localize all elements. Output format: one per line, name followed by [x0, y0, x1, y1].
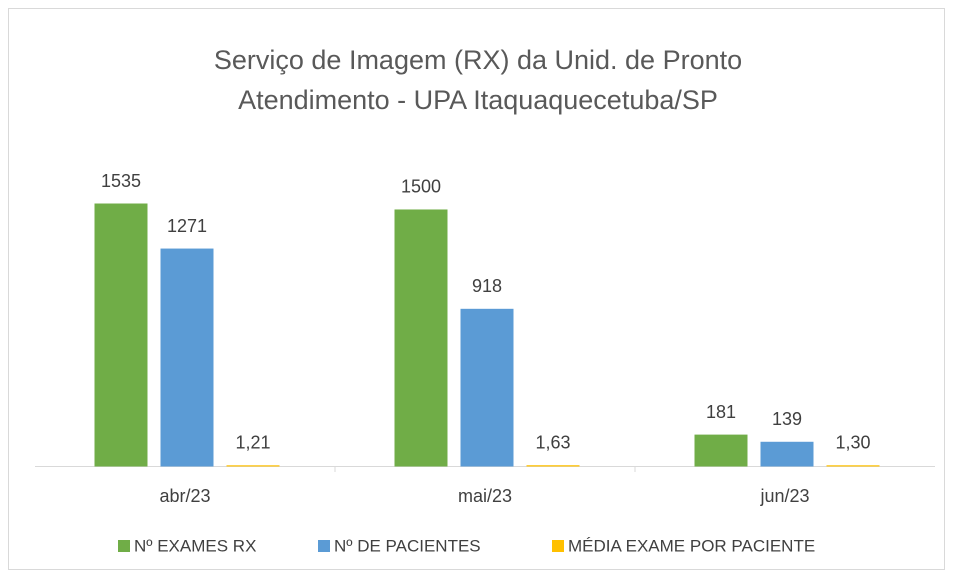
bar [460, 308, 514, 467]
x-tick-label: abr/23 [159, 486, 210, 506]
bar [760, 441, 814, 467]
legend-swatch [552, 540, 564, 552]
legend-label: Nº DE PACIENTES [334, 536, 481, 555]
data-label: 1,63 [535, 432, 570, 452]
data-label: 1,21 [235, 433, 270, 453]
data-label: 1535 [101, 171, 141, 191]
data-label: 139 [772, 409, 802, 429]
legend-swatch [318, 540, 330, 552]
data-label: 1500 [401, 177, 441, 197]
data-label: 1271 [167, 216, 207, 236]
x-tick-label: mai/23 [458, 486, 512, 506]
bar [694, 434, 748, 467]
bar [94, 203, 148, 467]
legend-label: Nº EXAMES RX [134, 536, 256, 555]
data-label: 181 [706, 402, 736, 422]
legend-swatch [118, 540, 130, 552]
data-label: 918 [472, 276, 502, 296]
legend-label: MÉDIA EXAME POR PACIENTE [568, 536, 815, 555]
data-label: 1,30 [835, 433, 870, 453]
x-tick-label: jun/23 [759, 486, 809, 506]
bar [394, 209, 448, 467]
bar [160, 248, 214, 467]
chart-title: Serviço de Imagem (RX) da Unid. de Pront… [213, 45, 743, 115]
